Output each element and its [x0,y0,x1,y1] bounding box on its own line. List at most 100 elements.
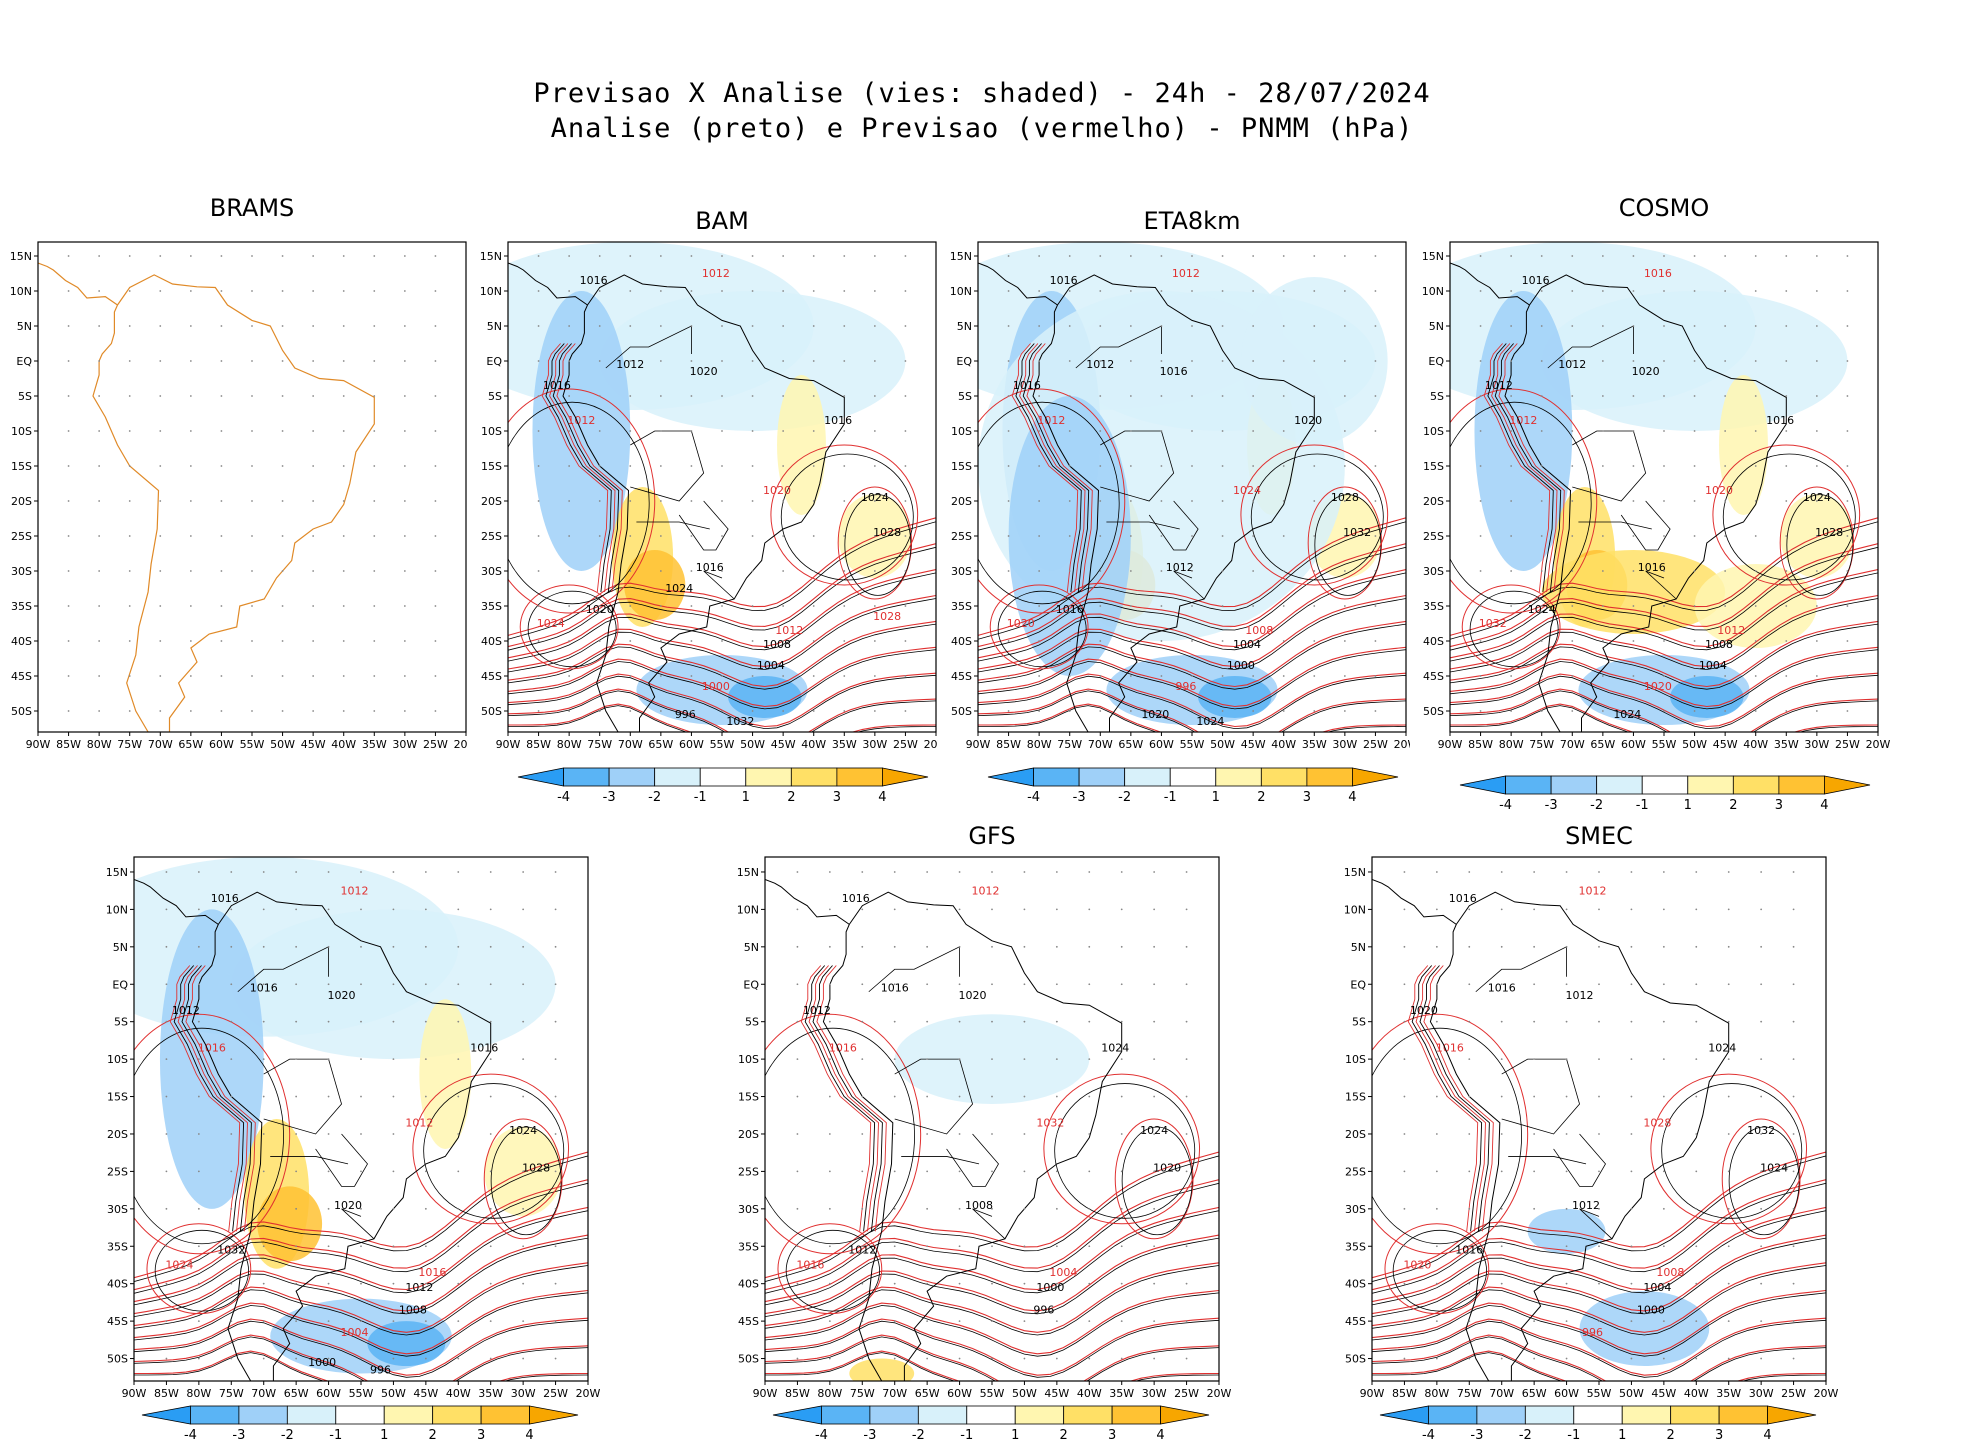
svg-text:5S: 5S [1352,1016,1366,1029]
svg-text:85W: 85W [785,1387,810,1400]
svg-text:1016: 1016 [1160,365,1188,378]
svg-text:1008: 1008 [1705,638,1733,651]
svg-text:1020: 1020 [1007,617,1035,630]
svg-text:25W: 25W [1835,738,1860,751]
svg-text:1028: 1028 [1643,1116,1671,1129]
svg-text:15S: 15S [1345,1091,1366,1104]
svg-text:5N: 5N [1351,941,1366,954]
svg-text:1016: 1016 [881,982,909,995]
svg-text:1016: 1016 [1436,1042,1464,1055]
map-eta8km: 1016 1012 1012 1016 1012 1016 1020 1024 1028 1032… [938,237,1426,767]
svg-text:1032: 1032 [1747,1124,1775,1137]
svg-text:30W: 30W [392,738,417,751]
svg-text:1024: 1024 [665,582,693,595]
svg-text:35S: 35S [951,600,972,613]
svg-text:25S: 25S [738,1165,759,1178]
svg-text:EQ: EQ [1350,978,1366,991]
svg-text:1012: 1012 [567,414,595,427]
svg-text:30S: 30S [951,565,972,578]
svg-text:40W: 40W [1743,738,1768,751]
svg-text:30S: 30S [1345,1203,1366,1216]
svg-text:EQ: EQ [956,355,972,368]
svg-text:25W: 25W [423,738,448,751]
svg-text:20W: 20W [576,1387,601,1400]
svg-text:50S: 50S [951,705,972,718]
svg-text:70W: 70W [618,738,643,751]
svg-text:50S: 50S [1345,1353,1366,1366]
svg-text:10N: 10N [950,285,972,298]
svg-text:5N: 5N [17,320,32,333]
svg-text:1032: 1032 [1343,526,1371,539]
svg-text:40W: 40W [331,738,356,751]
svg-text:45S: 45S [107,1315,128,1328]
svg-text:55W: 55W [710,738,735,751]
colorbar-cosmo: -4 -3 -2 -1 1 2 3 4 [1459,775,1871,813]
svg-text:45W: 45W [1044,1387,1069,1400]
svg-text:25S: 25S [481,530,502,543]
svg-text:65W: 65W [648,738,673,751]
svg-text:80W: 80W [87,738,112,751]
svg-text:40S: 40S [951,635,972,648]
svg-text:1012: 1012 [616,358,644,371]
svg-text:30S: 30S [107,1203,128,1216]
svg-text:-2: -2 [1590,798,1603,813]
svg-text:35S: 35S [11,600,32,613]
svg-text:45S: 45S [1345,1315,1366,1328]
svg-text:75W: 75W [117,738,142,751]
svg-text:1020: 1020 [1403,1259,1431,1272]
svg-text:1000: 1000 [1227,659,1255,672]
svg-text:35W: 35W [1109,1387,1134,1400]
svg-text:65W: 65W [178,738,203,751]
svg-text:EQ: EQ [16,355,32,368]
svg-text:1012: 1012 [1037,414,1065,427]
svg-text:EQ: EQ [743,978,759,991]
svg-text:1016: 1016 [824,414,852,427]
svg-text:1016: 1016 [250,982,278,995]
svg-text:-3: -3 [1073,790,1086,805]
svg-text:15S: 15S [481,460,502,473]
svg-text:1016: 1016 [842,892,870,905]
svg-text:1008: 1008 [1656,1266,1684,1279]
svg-text:1020: 1020 [1294,414,1322,427]
svg-text:90W: 90W [1438,738,1463,751]
svg-text:1024: 1024 [1708,1042,1736,1055]
svg-text:70W: 70W [1489,1387,1514,1400]
svg-text:1008: 1008 [965,1199,993,1212]
svg-text:80W: 80W [1499,738,1524,751]
svg-text:1016: 1016 [418,1266,446,1279]
svg-text:25S: 25S [1423,530,1444,543]
svg-text:65W: 65W [284,1387,309,1400]
svg-text:1016: 1016 [1455,1244,1483,1257]
svg-text:1020: 1020 [1705,484,1733,497]
svg-text:10N: 10N [1422,285,1444,298]
svg-text:1012: 1012 [1509,414,1537,427]
svg-text:1024: 1024 [1613,708,1641,721]
svg-text:1016: 1016 [1638,561,1666,574]
svg-text:85W: 85W [56,738,81,751]
svg-text:75W: 75W [1457,1387,1482,1400]
svg-text:35W: 35W [1774,738,1799,751]
svg-text:3: 3 [1775,798,1783,813]
svg-text:1028: 1028 [522,1161,550,1174]
svg-text:10N: 10N [1344,903,1366,916]
svg-text:20S: 20S [1423,495,1444,508]
svg-text:1024: 1024 [509,1124,537,1137]
svg-text:80W: 80W [1424,1387,1449,1400]
svg-text:15S: 15S [951,460,972,473]
panel-title-bam: BAM [695,207,749,235]
svg-text:20S: 20S [481,495,502,508]
svg-text:60W: 60W [209,738,234,751]
svg-text:1020: 1020 [959,989,987,1002]
svg-text:1004: 1004 [1643,1281,1671,1294]
svg-text:1032: 1032 [1479,617,1507,630]
svg-text:25W: 25W [1781,1387,1806,1400]
svg-text:1032: 1032 [1036,1116,1064,1129]
svg-text:50S: 50S [1423,705,1444,718]
svg-text:60W: 60W [947,1387,972,1400]
svg-text:1: 1 [1212,790,1220,805]
svg-text:EQ: EQ [486,355,502,368]
svg-text:-3: -3 [1545,798,1558,813]
svg-text:1012: 1012 [341,884,369,897]
svg-text:15S: 15S [11,460,32,473]
svg-text:40W: 40W [1684,1387,1709,1400]
